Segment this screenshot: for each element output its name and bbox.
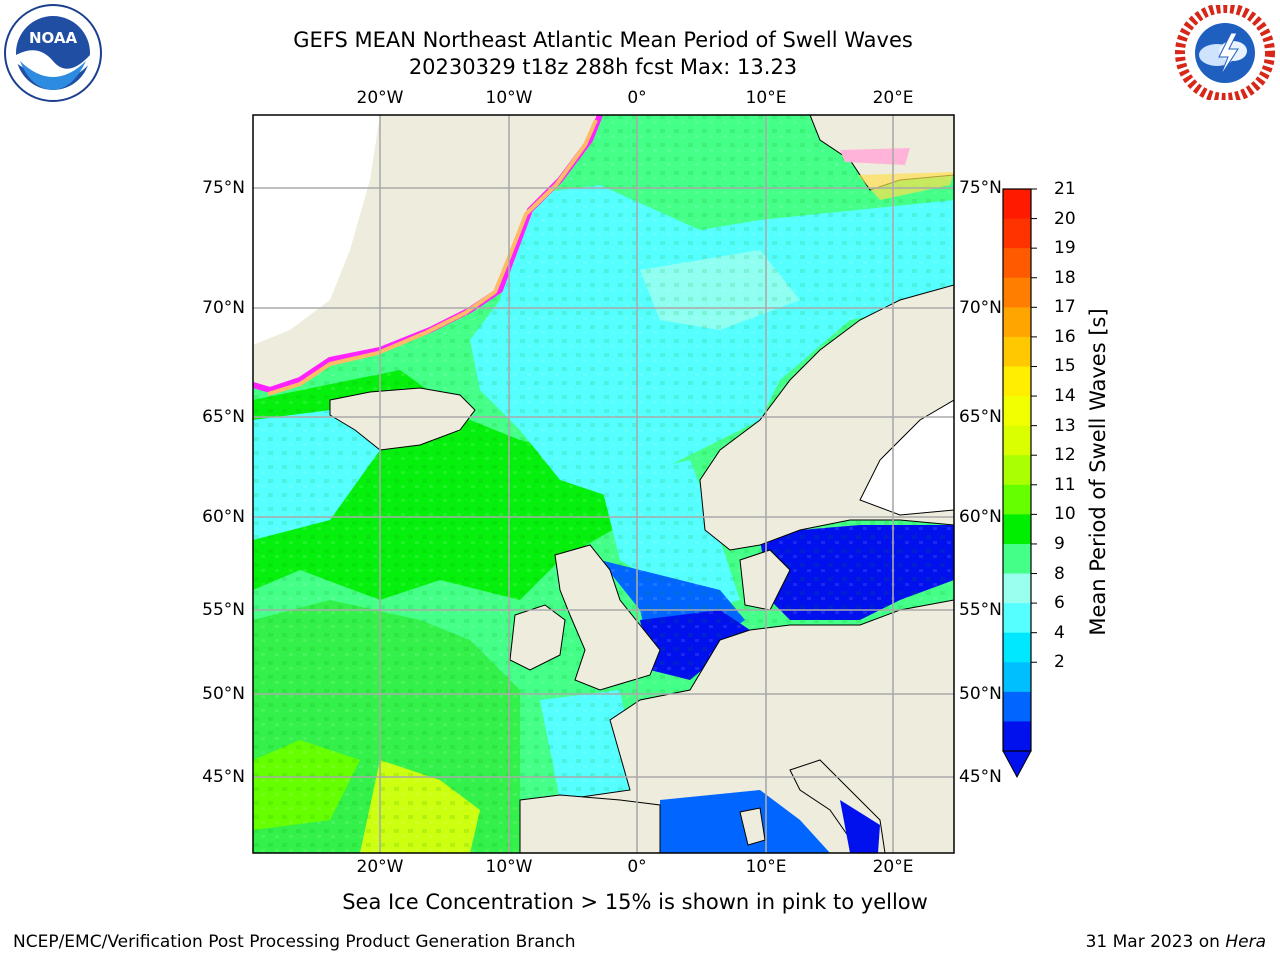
colorbar-segment [1003,218,1031,249]
longitude-label: 20°W [356,88,404,108]
sea-ice-edge-greenland-inner [267,119,598,396]
colorbar-tick-label: 19 [1054,238,1076,259]
colorbar-tick-label: 4 [1054,622,1065,643]
colorbar-tick-label: 6 [1054,593,1065,614]
colorbar-tick-label: 12 [1054,445,1076,466]
chart-title: GEFS MEAN Northeast Atlantic Mean Period… [293,28,913,52]
latitude-label: 50°N [959,684,1002,704]
longitude-label: 10°W [485,88,533,108]
iberia [519,794,661,853]
colorbar-tick-label: 14 [1054,386,1076,407]
latitude-label: 65°N [959,407,1002,427]
gulf-of-bothnia-ice [859,399,954,516]
colorbar-segment [1003,691,1031,722]
longitude-label: 20°E [872,857,914,877]
national-weather-service-logo [1175,3,1275,104]
colorbar-extend-arrow [1002,750,1032,779]
latitude-label: 70°N [202,298,245,318]
colorbar-segment [1003,455,1031,486]
greenland-ice-cap [253,115,380,345]
latitude-label: 65°N [202,407,245,427]
colorbar-tick-label: 18 [1054,267,1076,288]
iceland [329,387,476,451]
colorbar-segment [1003,336,1031,367]
colorbar-tick-label: 8 [1054,563,1065,584]
latitude-label: 45°N [959,767,1002,787]
footer-date: 31 Mar 2023 on Hera [1085,932,1266,952]
colorbar-segment [1003,662,1031,693]
great-britain [554,544,661,691]
colorbar-segment [1003,632,1031,663]
colorbar-segment [1003,396,1031,427]
colorbar-segment [1003,484,1031,515]
longitude-label: 20°E [872,88,914,108]
latitude-label: 45°N [202,767,245,787]
chart-subtitle: 20230329 t18z 288h fcst Max: 13.23 [408,55,798,79]
colorbar-tick-label: 17 [1054,297,1076,318]
latitude-label: 70°N [959,298,1002,318]
longitude-label: 20°W [356,857,404,877]
colorbar-tick-label: 10 [1054,504,1076,525]
colorbar-segment [1003,514,1031,545]
colorbar-segment [1003,307,1031,338]
colorbar-segment [1003,366,1031,397]
colorbar-tick-label: 9 [1054,533,1065,554]
colorbar-tick-label: 11 [1054,474,1076,495]
colorbar-segment [1003,573,1031,604]
colorbar-segment [1003,721,1031,752]
map-frame [252,114,955,854]
graticule [253,115,954,853]
colorbar-segment [1003,543,1031,575]
colorbar-tick-label: 13 [1054,415,1076,436]
latitude-label: 60°N [202,507,245,527]
colorbar-tick-label: 16 [1054,326,1076,347]
footer-credit: NCEP/EMC/Verification Post Processing Pr… [13,932,576,952]
longitude-label: 0° [627,88,647,108]
colorbar-title: Mean Period of Swell Waves [s] [1086,308,1110,636]
denmark [739,549,791,611]
noaa-logo: NOAA [3,3,103,107]
longitude-label: 10°E [745,88,787,108]
colorbar-segment [1003,603,1031,634]
latitude-label: 50°N [202,684,245,704]
colorbar-frame [1002,188,1032,752]
colorbar-tick-label: 15 [1054,356,1076,377]
colorbar-tick-label: 20 [1054,208,1076,229]
longitude-label: 10°E [745,857,787,877]
longitude-label: 10°W [485,857,533,877]
colorbar [1002,188,1037,779]
colorbar-tick-label: 21 [1054,179,1076,199]
colorbar-segment [1003,425,1031,456]
colorbar-segment [1003,189,1031,220]
latitude-label: 55°N [202,600,245,620]
adriatic-sea [840,800,880,853]
longitude-label: 0° [627,857,647,877]
sea-ice-barents [858,172,954,200]
colorbar-segment [1003,248,1031,279]
latitude-label: 75°N [959,178,1002,198]
latitude-label: 75°N [202,178,245,198]
colorbar-segment [1003,277,1031,308]
latitude-label: 55°N [959,600,1002,620]
colorbar-tick-label: 2 [1054,652,1065,673]
ireland [509,604,566,671]
sea-ice-note: Sea Ice Concentration > 15% is shown in … [342,890,928,914]
latitude-label: 60°N [959,507,1002,527]
noaa-logo-text: NOAA [29,29,78,47]
corsica-sardinia [739,807,766,846]
